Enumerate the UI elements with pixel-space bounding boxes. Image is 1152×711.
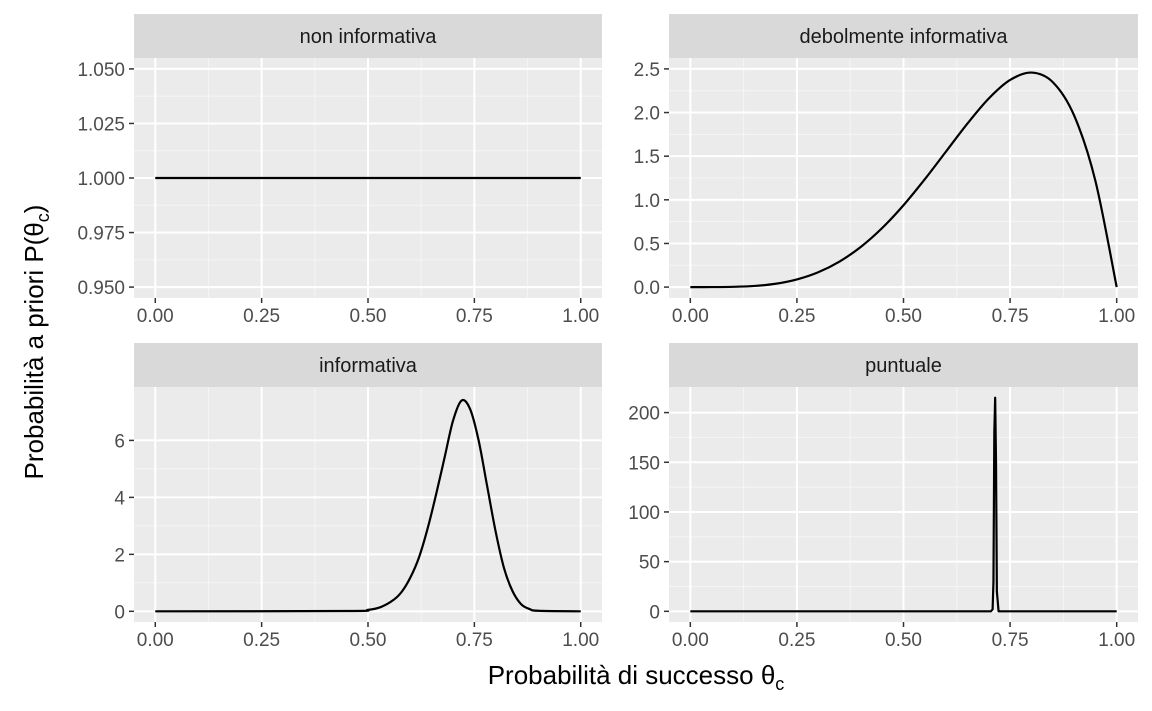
- x-tick-label: 0.25: [778, 630, 815, 651]
- panel-non-informativa: non informativa 0.00 0.25 0.50 0.75 1.00 0.950…: [77, 14, 602, 327]
- panel-debolmente-informativa: debolmente informativa 0.00 0.25 0.50 0.75 1.…: [634, 14, 1138, 327]
- y-tick-label: 100: [628, 503, 660, 524]
- x-tick-label: 1.00: [562, 306, 599, 327]
- density-line: [690, 71, 1118, 289]
- x-tick-label: 0.25: [243, 630, 280, 651]
- y-tick-label: 0: [114, 602, 125, 623]
- y-axis-title: Probabilità a priori P(θc): [19, 205, 53, 480]
- facet-strip: [669, 343, 1138, 387]
- svg-text:Probabilità a priori P(θc): Probabilità a priori P(θc): [19, 205, 53, 480]
- y-tick-label: 1.5: [634, 147, 660, 168]
- y-tick-label: 0.950: [77, 278, 125, 299]
- y-axis-title-subscript: c: [33, 213, 53, 222]
- y-tick-label: 0.0: [634, 278, 660, 299]
- panel-informativa: informativa 0.00 0.25 0.50 0.75 1.00 0 2 4 6: [114, 343, 602, 651]
- x-tick-label: 0.75: [992, 630, 1029, 651]
- x-axis-title-subscript: c: [775, 674, 784, 694]
- x-tick-label: 0.50: [350, 630, 387, 651]
- x-tick-label: 1.00: [562, 630, 599, 651]
- y-tick-label: 1.025: [77, 114, 125, 135]
- x-tick-label: 0.50: [885, 630, 922, 651]
- y-tick-label: 150: [628, 453, 660, 474]
- x-axis-title-symbol: θ: [761, 660, 775, 690]
- y-tick-label: 6: [114, 431, 125, 452]
- x-tick-label: 0.25: [778, 306, 815, 327]
- y-tick-label: 2.5: [634, 60, 660, 81]
- y-tick-label: 2.0: [634, 104, 660, 125]
- facet-strip: [134, 14, 602, 58]
- facet-strip-label: debolmente informativa: [800, 26, 1009, 48]
- y-tick-label: 4: [114, 488, 125, 509]
- facet-strip: [669, 14, 1138, 58]
- x-tick-label: 0.25: [243, 306, 280, 327]
- facet-strip-label: informativa: [319, 355, 418, 377]
- x-tick-label: 0.50: [885, 306, 922, 327]
- y-tick-label: 1.000: [77, 169, 125, 190]
- y-tick-label: 0: [649, 602, 660, 623]
- facet-strip: [134, 343, 602, 387]
- x-tick-label: 0.75: [456, 306, 493, 327]
- y-tick-label: 50: [639, 553, 660, 574]
- panel-puntuale: puntuale 0.00 0.25 0.50 0.75 1.00 0 50 100 150 200: [628, 343, 1138, 651]
- y-axis-title-symbol: θ: [19, 222, 49, 236]
- facet-strip-label: non informativa: [300, 26, 438, 48]
- density-line: [690, 396, 1117, 613]
- y-tick-label: 2: [114, 545, 125, 566]
- y-tick-label: 1.050: [77, 60, 125, 81]
- x-tick-label: 0.50: [350, 306, 387, 327]
- facet-strip-label: puntuale: [865, 355, 942, 377]
- x-tick-label: 0.75: [456, 630, 493, 651]
- x-tick-label: 0.00: [672, 306, 709, 327]
- density-line: [155, 398, 581, 613]
- y-tick-label: 0.5: [634, 234, 660, 255]
- x-axis-title-text: Probabilità di successo: [488, 660, 761, 690]
- x-tick-label: 0.00: [137, 306, 174, 327]
- y-axis-title-close: ): [19, 205, 49, 214]
- y-tick-label: 200: [628, 404, 660, 425]
- x-tick-label: 0.00: [672, 630, 709, 651]
- y-axis-title-text: Probabilità a priori P(: [19, 236, 49, 479]
- y-tick-label: 0.975: [77, 224, 125, 245]
- x-tick-label: 1.00: [1098, 630, 1135, 651]
- y-tick-label: 1.0: [634, 191, 660, 212]
- x-tick-label: 0.00: [137, 630, 174, 651]
- x-tick-label: 0.75: [992, 306, 1029, 327]
- x-tick-label: 1.00: [1098, 306, 1135, 327]
- x-axis-title: Probabilità di successo θc: [488, 660, 785, 694]
